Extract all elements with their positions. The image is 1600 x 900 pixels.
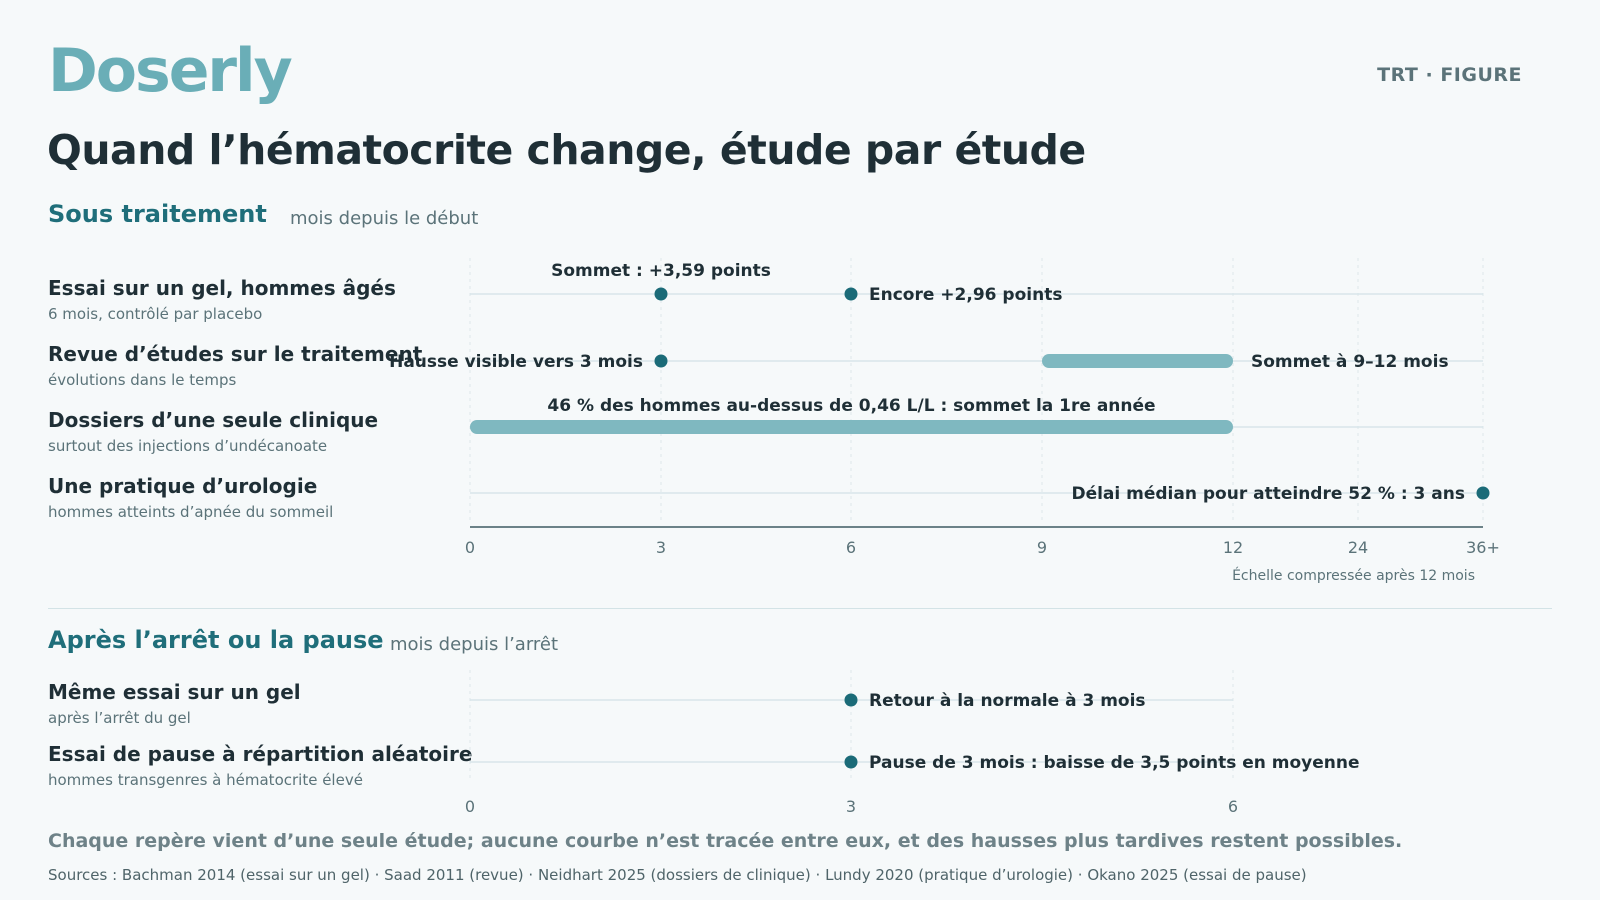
after-stop-timeline-chart: 0 3 6 Retour à la normale à 3 mois Pause de … bbox=[465, 670, 1360, 816]
data-label: Encore +2,96 points bbox=[869, 285, 1062, 305]
data-point bbox=[844, 693, 858, 707]
section-unit-after-stop: mois depuis l’arrêt bbox=[390, 634, 559, 655]
data-point bbox=[844, 287, 858, 301]
treatment-timeline-chart: 0 3 6 9 12 24 36+ Échelle compressée après 12 m… bbox=[389, 258, 1500, 584]
data-point bbox=[654, 354, 668, 368]
tick-label: 6 bbox=[846, 538, 856, 557]
row-label: Dossiers d’une seule clinique bbox=[48, 408, 379, 432]
data-label: Retour à la normale à 3 mois bbox=[869, 691, 1146, 711]
section-unit-treatment: mois depuis le début bbox=[290, 208, 479, 229]
data-label: Sommet : +3,59 points bbox=[551, 261, 771, 281]
row-label: Même essai sur un gel bbox=[48, 680, 301, 704]
row-sublabel: évolutions dans le temps bbox=[48, 371, 237, 389]
tick-label: 36+ bbox=[1466, 538, 1500, 557]
tick-label: 12 bbox=[1223, 538, 1243, 557]
tick-label: 6 bbox=[1228, 797, 1238, 816]
figure-tag: TRT · FIGURE bbox=[1377, 64, 1522, 86]
row-label: Essai sur un gel, hommes âgés bbox=[48, 276, 396, 300]
row-label: Essai de pause à répartition aléatoire bbox=[48, 742, 473, 766]
row-label: Revue d’études sur le traitement bbox=[48, 342, 423, 366]
sources: Sources : Bachman 2014 (essai sur un gel… bbox=[48, 866, 1307, 884]
brand-logo: Doserly bbox=[48, 36, 293, 106]
section-title-treatment: Sous traitement bbox=[48, 200, 267, 228]
tick-label: 3 bbox=[656, 538, 666, 557]
data-label: 46 % des hommes au-dessus de 0,46 L/L : … bbox=[547, 396, 1155, 416]
data-label: Pause de 3 mois : baisse de 3,5 points e… bbox=[869, 753, 1360, 773]
section-divider bbox=[48, 608, 1552, 609]
data-point bbox=[1476, 486, 1490, 500]
data-label: Délai médian pour atteindre 52 % : 3 ans bbox=[1071, 484, 1465, 504]
tick-label: 9 bbox=[1037, 538, 1047, 557]
section-title-after-stop: Après l’arrêt ou la pause bbox=[48, 626, 384, 654]
row-label: Une pratique d’urologie bbox=[48, 474, 318, 498]
row-sublabel: surtout des injections d’undécanoate bbox=[48, 437, 328, 455]
page-title: Quand l’hématocrite change, étude par ét… bbox=[47, 126, 1086, 174]
row-sublabel: hommes transgenres à hématocrite élevé bbox=[48, 771, 363, 789]
row-sublabel: après l’arrêt du gel bbox=[48, 709, 191, 727]
footnote: Chaque repère vient d’une seule étude; a… bbox=[48, 830, 1403, 852]
tick-label: 3 bbox=[846, 797, 856, 816]
tick-label: 0 bbox=[465, 797, 475, 816]
data-label: Sommet à 9–12 mois bbox=[1251, 352, 1449, 372]
tick-label: 0 bbox=[465, 538, 475, 557]
data-point bbox=[844, 755, 858, 769]
data-point bbox=[654, 287, 668, 301]
scale-note: Échelle compressée après 12 mois bbox=[1232, 567, 1475, 584]
row-sublabel: hommes atteints d’apnée du sommeil bbox=[48, 503, 334, 521]
data-label: Hausse visible vers 3 mois bbox=[389, 352, 643, 372]
row-sublabel: 6 mois, contrôlé par placebo bbox=[48, 305, 263, 323]
tick-label: 24 bbox=[1348, 538, 1368, 557]
